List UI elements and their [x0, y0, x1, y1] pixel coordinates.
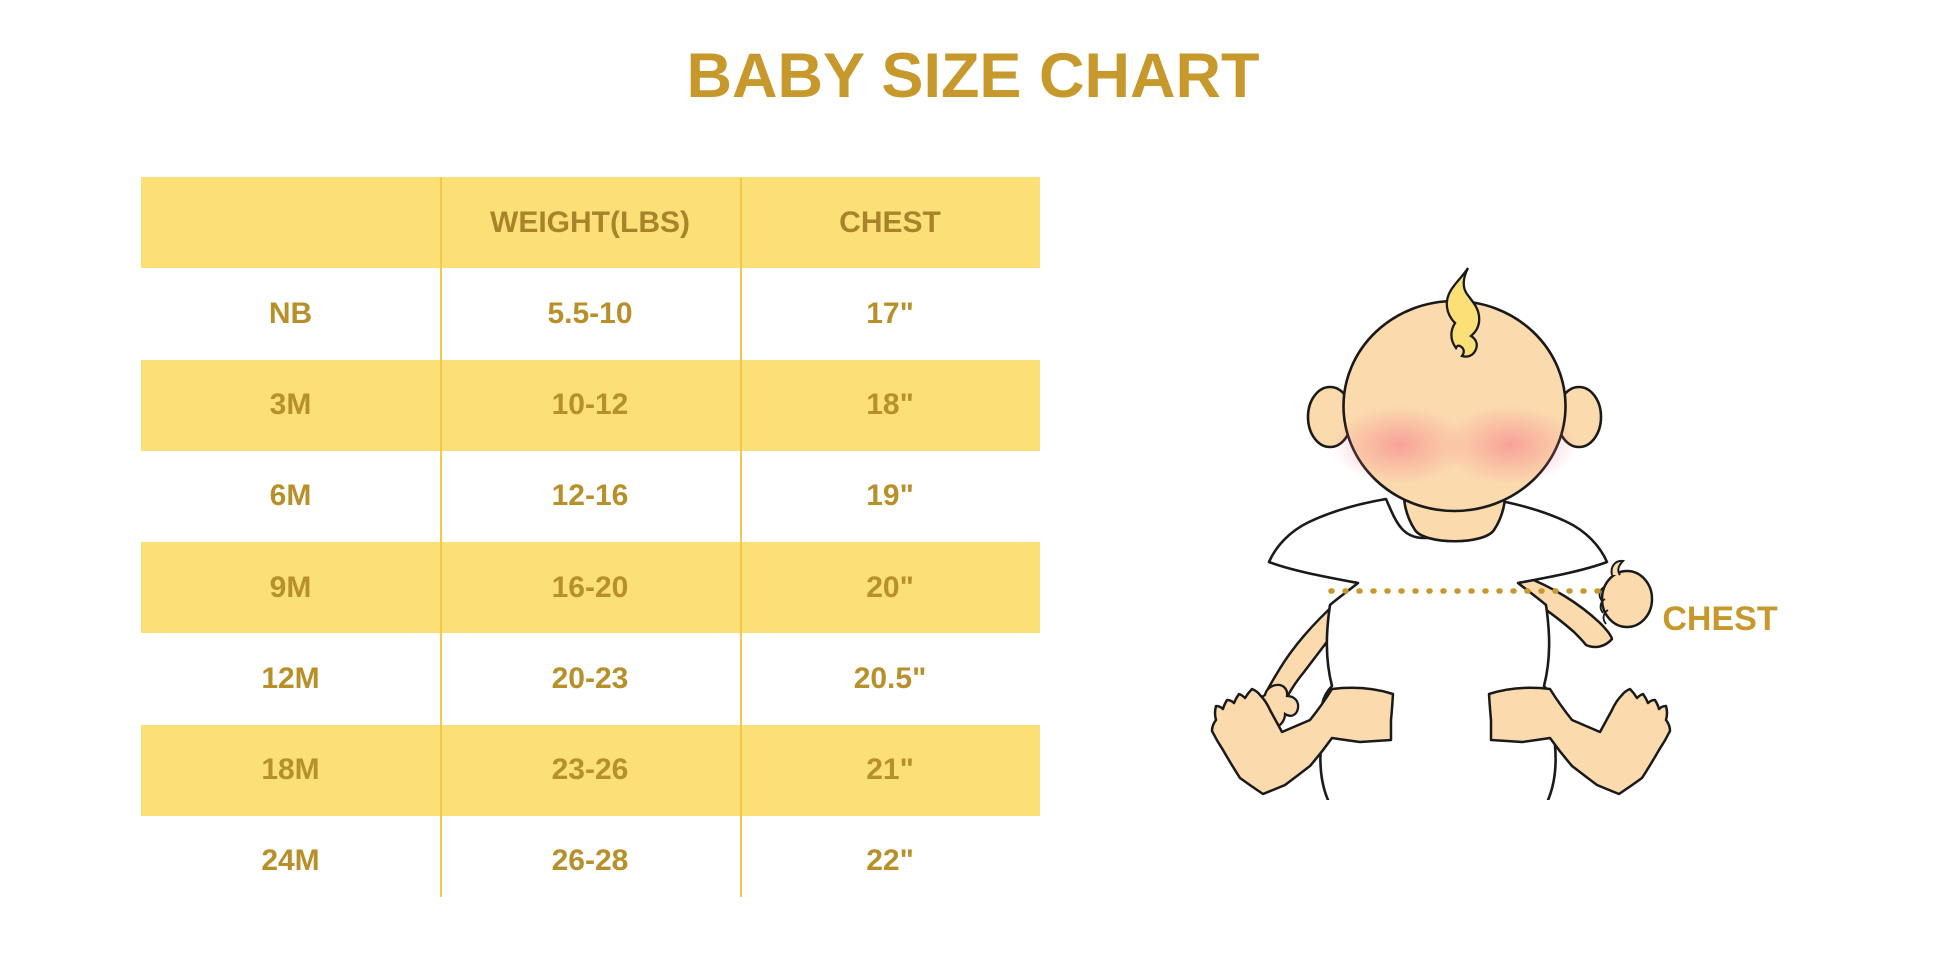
svg-text:CHEST: CHEST [1662, 600, 1777, 638]
